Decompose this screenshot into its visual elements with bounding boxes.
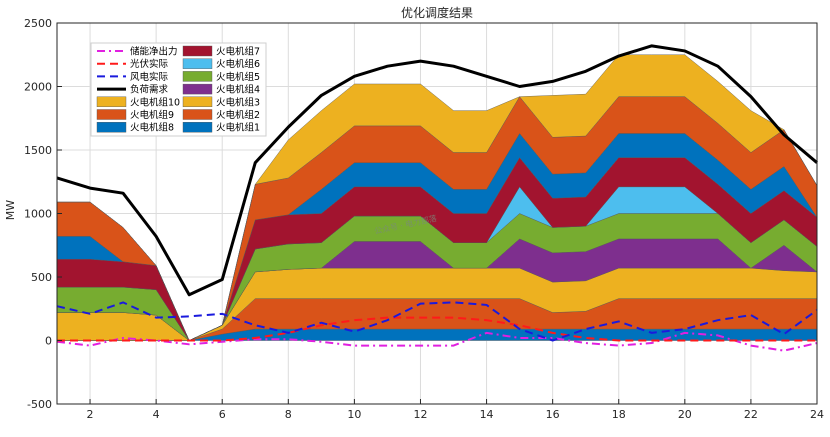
legend-label: 火电机组8 xyxy=(130,122,174,134)
x-tick-label: 12 xyxy=(413,408,427,421)
legend-label: 火电机组2 xyxy=(216,109,260,121)
chart-title: 优化调度结果 xyxy=(401,5,473,20)
legend-swatch xyxy=(182,58,213,69)
line-风电实际 xyxy=(56,301,818,342)
legend-label: 光伏实际 xyxy=(130,58,169,70)
y-tick-label: 2000 xyxy=(24,81,52,94)
x-tick-label: 24 xyxy=(810,408,824,421)
legend-label: 储能净出力 xyxy=(130,46,178,58)
stacked-areas xyxy=(56,54,818,341)
legend-label: 火电机组10 xyxy=(130,96,180,108)
legend: 储能净出力光伏实际风电实际负荷需求火电机组10火电机组9火电机组8火电机组7火电… xyxy=(90,42,267,137)
x-tick-label: 20 xyxy=(678,408,692,421)
legend-label: 风电实际 xyxy=(130,71,169,83)
legend-swatch xyxy=(182,45,213,57)
x-tick-label: 4 xyxy=(153,408,160,421)
legend-swatch xyxy=(96,109,127,120)
legend-label: 火电机组3 xyxy=(216,96,260,108)
legend-swatch xyxy=(96,121,127,133)
legend-label: 火电机组5 xyxy=(216,71,260,83)
x-tick-label: 14 xyxy=(480,408,494,421)
x-tick-label: 22 xyxy=(744,408,758,421)
x-tick-label: 8 xyxy=(285,408,292,421)
ticks: 2 4 6 8 10 12 14 16 18 20 22 24-5000500100015002000… xyxy=(24,17,824,421)
y-tick-label: 0 xyxy=(45,335,52,348)
line-光伏实际 xyxy=(57,316,817,342)
line-series xyxy=(56,44,818,352)
legend-swatch xyxy=(182,71,213,82)
legend-label: 火电机组1 xyxy=(216,122,260,134)
line-储能净出力 xyxy=(56,331,818,352)
line-负荷需求 xyxy=(56,44,818,297)
y-tick-label: -500 xyxy=(27,398,52,411)
legend-swatch xyxy=(182,96,213,108)
legend-swatch xyxy=(182,121,213,133)
legend-swatch xyxy=(182,83,213,95)
x-tick-label: 2 xyxy=(87,408,94,421)
y-axis-label: MW xyxy=(4,200,17,220)
y-tick-label: 2500 xyxy=(24,17,52,30)
legend-swatch xyxy=(182,109,213,120)
y-tick-label: 1000 xyxy=(24,208,52,221)
legend-label: 火电机组9 xyxy=(130,109,174,121)
legend-label: 火电机组6 xyxy=(216,58,260,70)
legend-label: 负荷需求 xyxy=(130,84,169,96)
x-tick-label: 16 xyxy=(546,408,560,421)
legend-label: 火电机组7 xyxy=(216,46,260,58)
x-tick-label: 10 xyxy=(347,408,361,421)
y-tick-label: 1500 xyxy=(24,144,52,157)
x-tick-label: 18 xyxy=(612,408,626,421)
x-tick-label: 6 xyxy=(219,408,226,421)
y-tick-label: 500 xyxy=(31,271,52,284)
legend-label: 火电机组4 xyxy=(216,84,260,96)
legend-swatch xyxy=(96,96,127,108)
